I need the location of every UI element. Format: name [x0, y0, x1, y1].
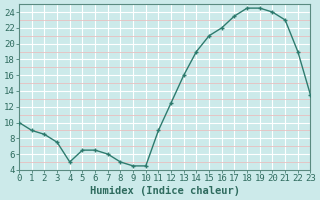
X-axis label: Humidex (Indice chaleur): Humidex (Indice chaleur)	[90, 186, 240, 196]
